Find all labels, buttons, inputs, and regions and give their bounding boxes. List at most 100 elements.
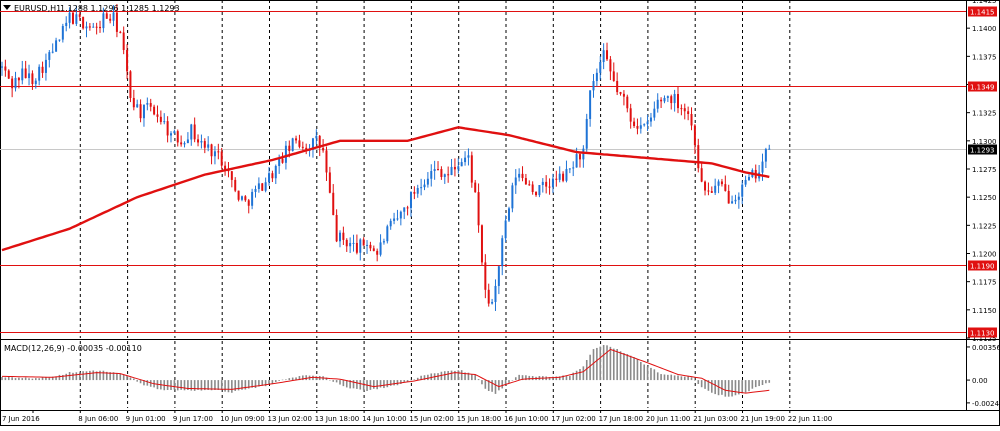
macd-histogram-bar [237,380,240,391]
level-badge [968,260,997,271]
macd-histogram-bar [393,380,395,386]
ohlc-readout: 1.1288 1.1296 1.1285 1.1293 [60,4,180,13]
macd-histogram-bar [298,376,301,381]
candle-body [41,66,44,73]
candle-body [163,121,166,123]
macd-histogram-bar [55,376,57,381]
macd-histogram-bar [531,376,534,381]
macd-histogram-bar [619,351,622,381]
candle-body [315,135,318,139]
candle-body [230,171,233,180]
macd-histogram-bar [342,380,345,387]
macd-histogram-bar [379,380,382,388]
candle-body [572,167,575,169]
macd-histogram-bar [731,380,733,397]
level-badge-label: 1.1190 [970,263,995,271]
macd-histogram-bar [362,380,365,391]
macd-histogram-bar [673,375,676,381]
macd-histogram-bar [133,378,135,381]
macd-histogram-bar [602,345,605,381]
macd-histogram-bar [555,376,558,381]
macd-histogram-bar [471,374,473,381]
time-tick-label: 13 Jun 02:00 [268,415,312,423]
macd-histogram-bar [389,380,392,386]
macd-histogram-bar [504,380,507,385]
time-tick-label: 7 Jun 2016 [2,415,40,423]
candle-body [322,147,325,151]
candle-body [494,285,497,302]
candle-body [349,242,352,247]
candle-body [541,181,544,186]
macd-histogram-bar [129,377,132,381]
candle-body [399,211,402,219]
macd-histogram-bar [518,374,520,381]
price-tick-label: 1.1175 [972,279,997,287]
macd-histogram-bar [217,380,220,390]
macd-histogram-bar [680,376,683,381]
candle-body [595,72,598,82]
candle-body [416,188,419,194]
macd-histogram-bar [92,370,95,381]
candle-body [670,96,673,104]
candle-body [38,66,41,81]
candle-body [433,169,436,172]
macd-histogram-bar [261,380,264,386]
candle-body [430,171,433,179]
candle-body [71,12,74,24]
candle-body [727,190,730,204]
macd-histogram-bar [552,376,554,381]
chart-menu-triangle-icon[interactable] [3,5,11,10]
candle-body [403,207,406,212]
candle-body [592,81,595,91]
candle-body [393,218,396,221]
candle-body [48,52,51,60]
candle-body [747,176,750,180]
macd-histogram-bar [690,377,693,381]
candle-body [291,138,294,151]
price-tick-label: 1.1300 [972,138,997,146]
macd-histogram-bar [491,380,493,392]
macd-histogram-bar [646,366,649,381]
time-tick-label: 15 Jun 18:00 [457,415,501,423]
candle-body [311,138,314,150]
macd-histogram-bar [119,373,122,381]
price-tick-label: 1.1425 [972,0,997,5]
macd-histogram-bar [278,380,280,381]
time-tick-label: 9 Jun 01:00 [126,415,166,423]
candle-body [369,244,372,249]
candle-body [683,108,686,112]
macd-histogram-bar [596,347,598,381]
macd-histogram-bar [21,378,24,381]
macd-histogram-bar [663,374,666,381]
macd-histogram-bar [329,379,331,381]
macd-histogram-bar [396,380,399,386]
candle-body [568,168,571,170]
macd-histogram-bar [697,380,700,385]
macd-histogram-bar [738,380,740,395]
current-price-badge [968,144,997,155]
candle-body [254,189,257,192]
candle-body [173,131,176,134]
macd-histogram-bar [4,377,7,381]
candle-body [585,118,588,149]
macd-histogram-bar [241,380,243,390]
macd-histogram-bar [214,380,216,390]
macd-histogram-bar [291,377,294,381]
candle-body [464,157,467,163]
macd-histogram-bar [643,364,645,381]
candle-body [426,178,429,185]
candle-body [65,22,68,27]
macd-histogram-bar [339,380,341,385]
candle-body [535,192,538,196]
macd-histogram-bar [481,380,483,385]
candle-body [633,121,636,126]
candle-body [284,145,287,163]
macd-histogram-bar [45,376,47,381]
candle-body [95,26,98,28]
candle-body [186,139,189,144]
level-badge-label: 1.1415 [970,9,995,17]
candle-body [379,242,382,255]
macd-histogram-bar [734,380,737,396]
macd-histogram-bar [508,380,510,383]
